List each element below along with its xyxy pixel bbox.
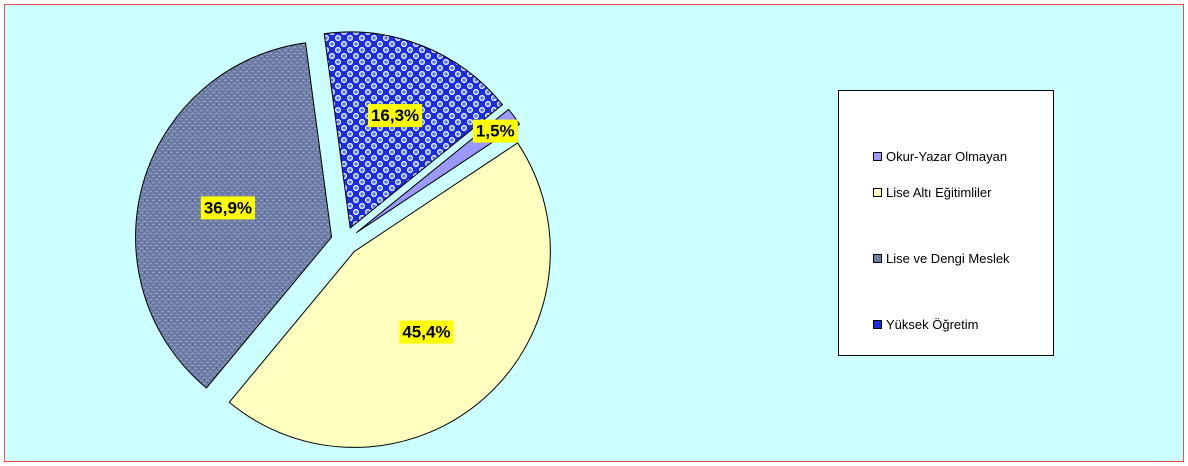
square-swatch-blue-checkered-icon bbox=[873, 320, 882, 329]
square-swatch-cream-icon bbox=[873, 188, 882, 197]
data-label-text: 36,9% bbox=[204, 198, 252, 217]
data-label-text: 1,5% bbox=[476, 122, 515, 141]
legend-label: Lise ve Dengi Meslek bbox=[886, 251, 1010, 266]
legend-label: Lise Altı Eğitimliler bbox=[886, 185, 992, 200]
square-swatch-lavender-icon bbox=[873, 152, 882, 161]
legend-item-yuksek: Yüksek Öğretim bbox=[873, 317, 978, 332]
data-label-background bbox=[399, 320, 454, 344]
legend-item-okur-yazar: Okur-Yazar Olmayan bbox=[873, 149, 1007, 164]
pie-slice-lise-alti bbox=[228, 142, 551, 448]
legend-label: Okur-Yazar Olmayan bbox=[886, 149, 1008, 164]
data-label: 45,4% bbox=[399, 320, 454, 344]
data-label-text: 16,3% bbox=[371, 106, 419, 125]
data-label: 1,5% bbox=[472, 119, 518, 143]
pie-chart: 1,5% 45,4% 36,9% 16,3% bbox=[135, 31, 551, 448]
data-label-background bbox=[472, 119, 518, 143]
legend-item-lise-alti: Lise Altı Eğitimliler bbox=[873, 185, 991, 200]
legend-item-lise-dengi: Lise ve Dengi Meslek bbox=[873, 251, 1010, 266]
data-label-background bbox=[200, 196, 256, 220]
data-label-background bbox=[367, 104, 423, 128]
square-swatch-blue-gray-icon bbox=[873, 254, 882, 263]
chart-area: 1,5% 45,4% 36,9% 16,3% Okur-Yazar Olmayan L… bbox=[4, 4, 1184, 462]
data-label-text: 45,4% bbox=[402, 323, 450, 342]
pie-slice-yuksek bbox=[323, 31, 504, 229]
legend-label: Yüksek Öğretim bbox=[886, 317, 979, 332]
legend: Okur-Yazar Olmayan Lise Altı Eğitimliler… bbox=[838, 90, 1054, 356]
data-label: 16,3% bbox=[367, 104, 423, 128]
data-label: 36,9% bbox=[200, 196, 256, 220]
